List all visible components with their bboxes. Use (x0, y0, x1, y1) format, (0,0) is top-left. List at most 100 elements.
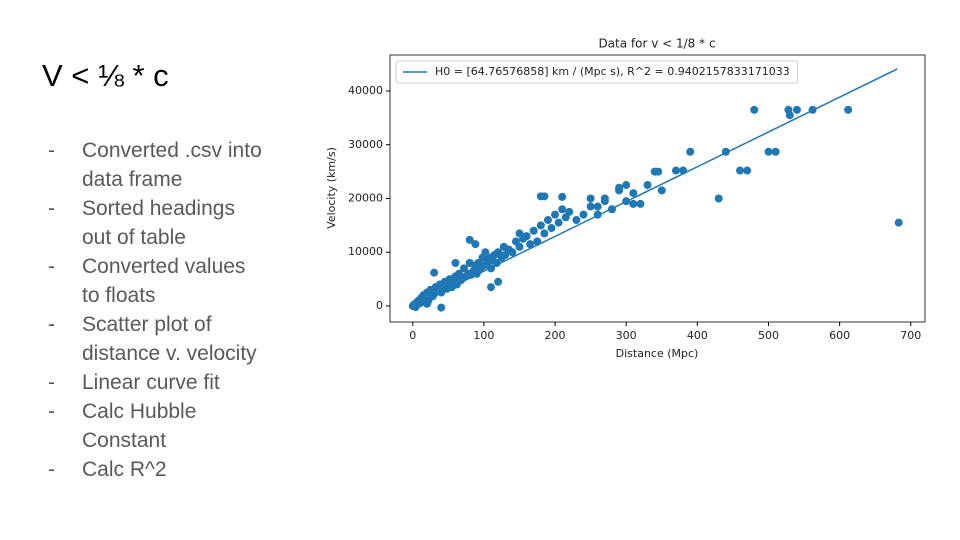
data-point (714, 194, 723, 203)
chart-title: Data for v < 1/8 * c (598, 37, 715, 51)
bullet-item: - Converted values to floats (48, 252, 262, 310)
data-point (586, 202, 595, 211)
data-point (540, 229, 549, 238)
y-tick-label: 10000 (348, 245, 383, 258)
data-point (551, 210, 560, 219)
data-point (600, 194, 609, 203)
data-point (515, 242, 524, 251)
data-point (792, 105, 801, 114)
bullet-item: - Calc Hubble Constant (48, 397, 262, 455)
bullet-marker: - (48, 458, 55, 481)
data-point (547, 224, 556, 233)
x-tick-label: 100 (473, 329, 494, 342)
data-point (540, 192, 549, 201)
bullet-marker: - (48, 313, 55, 336)
data-point (437, 303, 446, 312)
y-tick-label: 0 (376, 299, 383, 312)
data-point (529, 226, 538, 235)
data-point (654, 167, 663, 176)
x-tick-label: 500 (758, 329, 779, 342)
bullet-item: - Linear curve fit (48, 368, 262, 397)
data-point (636, 199, 645, 208)
plot-frame (389, 54, 926, 323)
data-point (465, 235, 474, 244)
data-point (784, 105, 793, 114)
bullet-text: Sorted headings out of table (82, 194, 235, 252)
bullet-line: data frame (82, 168, 183, 191)
bullet-item: - Converted .csv into data frame (48, 136, 262, 194)
bullet-item: - Scatter plot of distance v. velocity (48, 310, 262, 368)
data-point (894, 218, 903, 227)
bullet-marker: - (48, 139, 55, 162)
data-point (515, 229, 524, 238)
bullet-text: Scatter plot of distance v. velocity (82, 310, 257, 368)
bullet-item: - Sorted headings out of table (48, 194, 262, 252)
x-tick-label: 600 (829, 329, 850, 342)
data-point (771, 147, 780, 156)
data-point (487, 283, 496, 292)
data-point (536, 221, 545, 230)
y-tick-label: 40000 (348, 84, 383, 97)
data-point (750, 105, 759, 114)
data-point (764, 147, 773, 156)
data-point (572, 215, 581, 224)
data-point (586, 194, 595, 203)
y-axis-label: Velocity (km/s) (325, 147, 338, 229)
data-point (615, 183, 624, 192)
bullet-marker: - (48, 255, 55, 278)
data-point (743, 166, 752, 175)
slide-title: V < ⅛ * c (42, 58, 169, 93)
bullet-marker: - (48, 371, 55, 394)
data-point (622, 181, 631, 190)
bullet-line: to floats (82, 284, 156, 307)
data-point (686, 147, 695, 156)
bullet-line: distance v. velocity (82, 342, 257, 365)
y-tick-label: 30000 (348, 138, 383, 151)
data-point (629, 189, 638, 198)
data-point (508, 248, 517, 257)
bullet-item: - Calc R^2 (48, 455, 262, 484)
data-point (522, 232, 531, 241)
x-tick-label: 300 (616, 329, 637, 342)
bullet-line: Converted .csv into (82, 139, 262, 162)
data-point (579, 210, 588, 219)
x-tick-label: 700 (900, 329, 921, 342)
data-point (543, 215, 552, 224)
bullet-text: Linear curve fit (82, 368, 220, 397)
bullet-line: Calc R^2 (82, 458, 167, 481)
legend-label: H0 = [64.76576858] km / (Mpc s), R^2 = 0… (435, 65, 790, 78)
data-point (736, 166, 745, 175)
data-point (657, 186, 666, 195)
bullet-line: Constant (82, 429, 167, 452)
fit-line (412, 68, 898, 307)
bullet-text: Calc R^2 (82, 455, 167, 484)
bullet-marker: - (48, 197, 55, 220)
bullet-line: Converted values (82, 255, 246, 278)
bullet-line: Calc Hubble (82, 400, 197, 423)
data-point (451, 258, 460, 267)
y-tick-label: 20000 (348, 191, 383, 204)
bullet-text: Converted .csv into data frame (82, 136, 262, 194)
bullet-text: Converted values to floats (82, 252, 245, 310)
data-point (554, 218, 563, 227)
data-point (844, 105, 853, 114)
bullet-line: out of table (82, 226, 186, 249)
data-point (643, 181, 652, 190)
data-point (471, 240, 480, 249)
data-point (671, 166, 680, 175)
data-point (430, 268, 439, 277)
legend-box (395, 60, 799, 84)
x-tick-label: 0 (409, 329, 416, 342)
bullet-list: - Converted .csv into data frame - Sorted he… (48, 136, 262, 484)
data-point (629, 199, 638, 208)
bullet-line: Linear curve fit (82, 371, 220, 394)
data-point (558, 192, 567, 201)
x-axis-label: Distance (Mpc) (616, 347, 699, 360)
bullet-line: Scatter plot of (82, 313, 212, 336)
x-tick-label: 200 (545, 329, 566, 342)
data-point (422, 299, 431, 308)
data-point (494, 277, 503, 286)
data-point (481, 248, 490, 257)
